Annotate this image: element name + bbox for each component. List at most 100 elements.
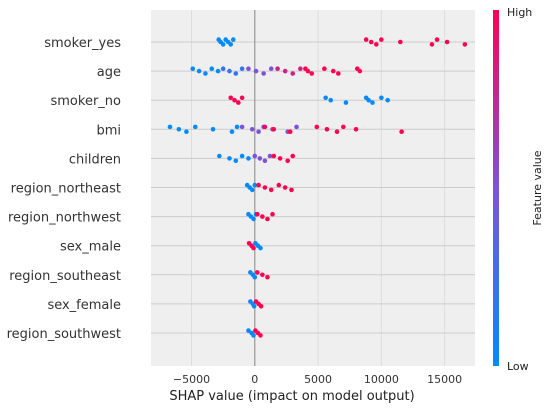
data-point	[379, 95, 384, 101]
data-point	[271, 127, 277, 132]
colorbar-low-label: Low	[507, 360, 529, 373]
colorbar-high-label: High	[507, 6, 532, 19]
data-point	[343, 100, 349, 105]
data-point	[334, 129, 340, 134]
data-point	[252, 153, 258, 159]
data-point	[190, 66, 196, 71]
feature-label: bmi	[96, 123, 121, 138]
feature-label: sex_male	[60, 240, 121, 255]
data-point	[262, 124, 268, 130]
data-point	[246, 66, 251, 71]
data-point	[220, 42, 226, 47]
data-point	[192, 124, 198, 130]
data-point	[227, 68, 232, 74]
data-point	[262, 185, 268, 190]
data-point	[444, 39, 450, 45]
data-point	[251, 333, 256, 338]
data-point	[399, 129, 404, 134]
x-tick-label: 5000	[304, 373, 332, 386]
data-point	[309, 71, 315, 76]
data-point	[255, 211, 260, 217]
data-point	[287, 129, 293, 134]
data-point	[289, 187, 294, 193]
data-point	[252, 274, 258, 280]
data-point	[217, 153, 222, 159]
data-point	[196, 68, 202, 74]
data-point	[249, 127, 255, 132]
data-point	[260, 214, 265, 219]
data-point	[246, 156, 251, 161]
data-point	[251, 245, 256, 251]
feature-label: region_northwest	[8, 211, 121, 226]
data-point	[239, 95, 245, 101]
data-point	[294, 124, 299, 130]
data-point	[234, 124, 240, 130]
data-point	[257, 156, 263, 161]
data-point	[290, 71, 296, 76]
data-point	[239, 153, 245, 159]
data-point	[368, 39, 374, 45]
x-tick-label: −5000	[173, 373, 210, 386]
data-point	[398, 39, 403, 45]
data-point	[268, 187, 274, 193]
data-point	[176, 127, 182, 132]
x-tick-label: 15000	[427, 373, 462, 386]
data-point	[275, 66, 280, 71]
data-point	[462, 42, 468, 47]
data-point	[184, 129, 189, 134]
data-point	[434, 37, 440, 42]
data-point	[323, 95, 328, 101]
data-point	[251, 216, 256, 222]
data-point	[270, 211, 275, 217]
data-point	[330, 68, 336, 74]
data-point	[236, 100, 241, 105]
data-point	[268, 66, 274, 71]
feature-label: children	[69, 152, 121, 167]
feature-label: region_southwest	[7, 327, 121, 342]
data-point	[314, 124, 320, 130]
data-point	[282, 68, 288, 74]
data-point	[258, 304, 264, 309]
data-point	[353, 127, 359, 132]
data-point	[276, 182, 282, 188]
data-point	[251, 304, 257, 309]
data-point	[255, 270, 260, 275]
data-point	[324, 127, 330, 132]
data-point	[229, 129, 235, 134]
data-point	[290, 153, 296, 159]
data-point	[322, 66, 327, 71]
data-point	[210, 127, 216, 132]
data-point	[246, 328, 251, 333]
data-point	[228, 95, 234, 101]
feature-label: region_southeast	[9, 269, 121, 284]
data-point	[298, 66, 303, 71]
data-point	[256, 182, 261, 188]
data-point	[261, 71, 266, 76]
data-point	[373, 42, 379, 47]
data-point	[385, 97, 390, 103]
data-point	[230, 37, 236, 42]
data-point	[256, 129, 261, 134]
data-point	[379, 37, 384, 42]
data-point	[277, 156, 283, 161]
data-point	[220, 66, 226, 71]
data-point	[363, 37, 369, 42]
data-point	[239, 66, 245, 71]
x-tick-label: 0	[251, 373, 258, 386]
data-point	[258, 245, 263, 251]
data-point	[285, 158, 290, 164]
data-point	[282, 185, 288, 190]
colorbar-title: Feature value	[531, 150, 544, 225]
data-point	[227, 156, 232, 161]
x-axis-title: SHAP value (impact on model output)	[169, 389, 414, 404]
data-point	[215, 68, 221, 74]
data-point	[252, 182, 258, 188]
data-point	[253, 68, 259, 74]
feature-label: smoker_yes	[44, 36, 121, 51]
data-point	[341, 124, 346, 130]
data-point	[232, 97, 237, 103]
data-point	[267, 153, 273, 159]
data-point	[233, 158, 239, 164]
colorbar	[493, 10, 499, 366]
